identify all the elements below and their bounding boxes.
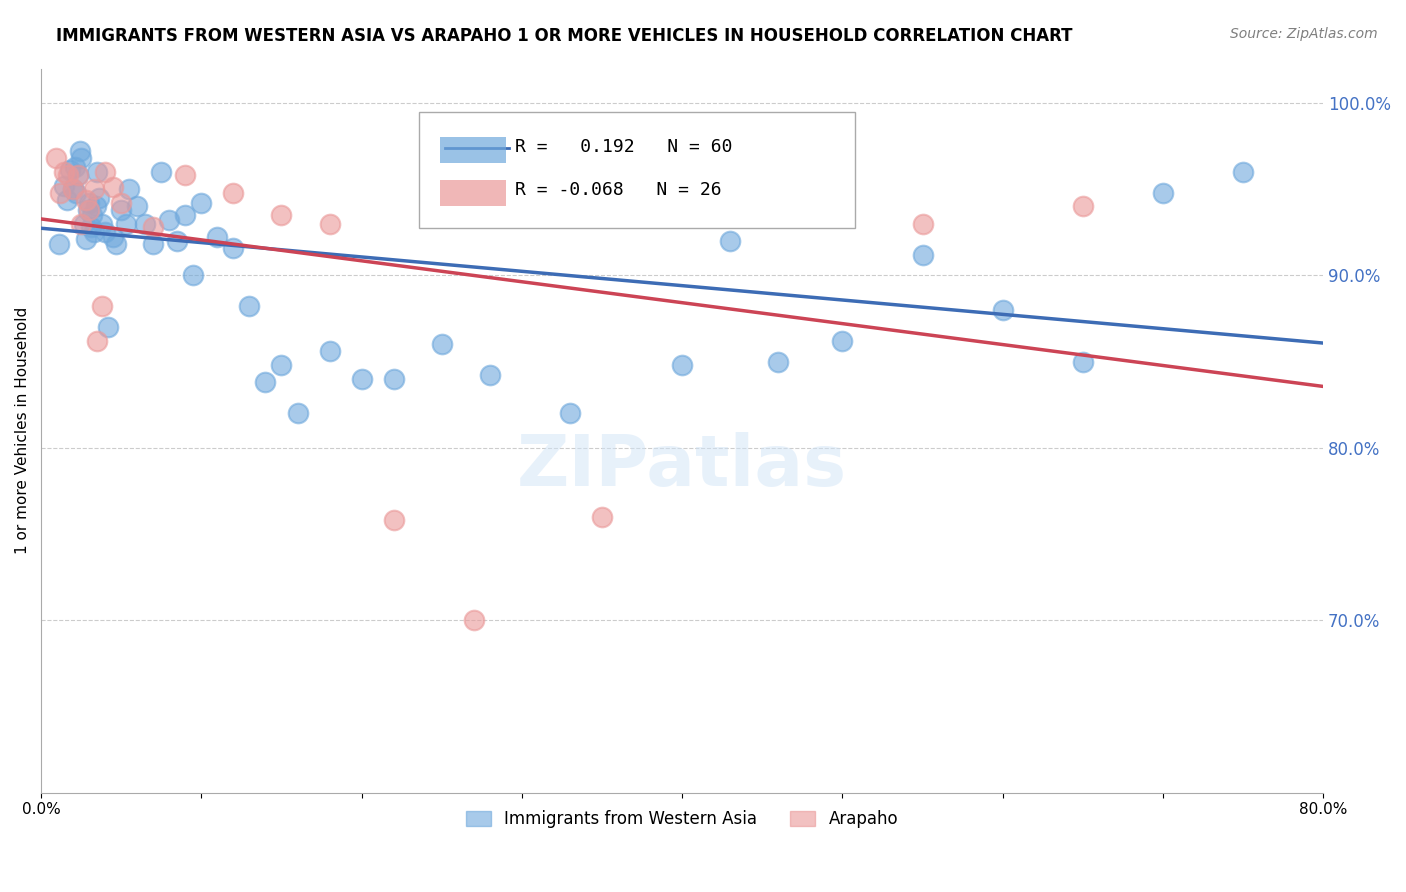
Point [49,186,72,200]
Point [103,230,125,244]
Point [118,182,141,196]
Legend: Immigrants from Western Asia, Arapaho: Immigrants from Western Asia, Arapaho [460,804,905,835]
Point [115,217,138,231]
Point [91,217,114,231]
Text: ZIPatlas: ZIPatlas [517,433,848,501]
Point [59,163,82,178]
Point [94,225,117,239]
Point [86,165,108,179]
Point [73,217,96,231]
Point [58,169,80,183]
Point [190,196,212,211]
Point [103,180,125,194]
Point [69,145,91,159]
Point [127,199,149,213]
Point [270,358,292,372]
Point [52,165,75,179]
Point [254,376,277,390]
Point [591,509,613,524]
Point [134,217,156,231]
Point [911,217,934,231]
Point [83,225,105,239]
Point [510,208,533,222]
Point [48,237,70,252]
Point [911,248,934,262]
Point [77,196,100,211]
Point [478,368,501,383]
Text: R = -0.068   N = 26: R = -0.068 N = 26 [516,181,723,199]
Point [97,320,120,334]
Point [150,165,173,179]
Point [671,358,693,372]
Point [183,268,205,283]
Point [66,169,89,183]
Point [718,234,741,248]
Text: R =   0.192   N = 60: R = 0.192 N = 60 [516,137,733,156]
Point [382,513,405,527]
Point [44,151,66,165]
Point [430,337,453,351]
Point [831,334,853,348]
FancyBboxPatch shape [440,180,506,206]
Point [86,334,108,348]
Point [270,208,292,222]
Point [238,300,260,314]
Point [52,178,75,193]
Point [318,344,340,359]
Point [82,208,104,222]
Point [463,613,485,627]
Point [318,217,340,231]
Point [83,182,105,196]
Point [75,232,97,246]
Point [84,199,107,213]
Point [174,208,197,222]
Point [110,196,132,211]
Point [157,213,180,227]
Point [382,372,405,386]
Point [63,160,86,174]
Y-axis label: 1 or more Vehicles in Household: 1 or more Vehicles in Household [15,307,30,554]
Point [70,151,93,165]
Point [66,169,89,183]
Point [1152,186,1174,200]
Point [110,202,132,217]
Point [166,234,188,248]
Point [768,354,790,368]
FancyBboxPatch shape [440,136,506,162]
Point [94,165,117,179]
FancyBboxPatch shape [419,112,855,227]
Point [222,241,245,255]
Point [558,406,581,420]
Point [91,300,114,314]
Point [62,182,84,196]
Text: IMMIGRANTS FROM WESTERN ASIA VS ARAPAHO 1 OR MORE VEHICLES IN HOUSEHOLD CORRELAT: IMMIGRANTS FROM WESTERN ASIA VS ARAPAHO … [56,27,1073,45]
Point [174,169,197,183]
Point [70,217,93,231]
Point [76,202,98,217]
Point [350,372,373,386]
Point [222,186,245,200]
Point [75,193,97,207]
Point [65,186,87,200]
Point [62,182,84,196]
Point [207,230,229,244]
Point [1071,354,1094,368]
Text: Source: ZipAtlas.com: Source: ZipAtlas.com [1230,27,1378,41]
Point [607,202,630,217]
Point [991,302,1014,317]
Point [105,237,128,252]
Point [287,406,309,420]
Point [142,220,165,235]
Point [1071,199,1094,213]
Point [55,193,77,207]
Point [1232,165,1254,179]
Point [77,202,100,217]
Point [80,220,103,235]
Point [142,237,165,252]
Point [87,191,110,205]
Point [703,199,725,213]
